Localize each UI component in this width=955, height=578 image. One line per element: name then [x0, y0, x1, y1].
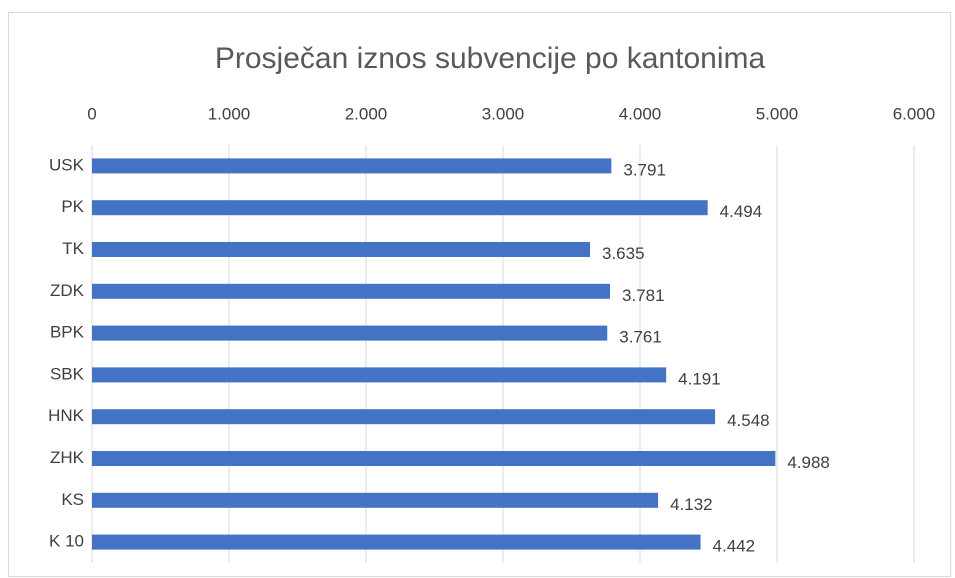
y-tick-label: HNK — [48, 406, 85, 425]
bar — [92, 200, 708, 216]
y-tick-label: TK — [62, 239, 84, 258]
value-label: 4.442 — [713, 537, 756, 556]
value-label: 3.781 — [622, 286, 665, 305]
x-tick-label: 6.000 — [893, 104, 936, 123]
y-tick-label: ZDK — [50, 281, 85, 300]
x-tick-label: 1.000 — [208, 104, 251, 123]
bar — [92, 283, 610, 299]
bar — [92, 242, 590, 257]
y-tick-label: ZHK — [50, 448, 85, 467]
x-tick-label: 5.000 — [756, 104, 799, 123]
value-label: 3.761 — [619, 328, 662, 347]
chart-title: Prosječan iznos subvencije po kantonima — [215, 42, 766, 75]
bar — [92, 158, 612, 174]
value-label: 4.988 — [787, 453, 830, 472]
x-tick-label: 2.000 — [345, 104, 388, 123]
x-tick-label: 4.000 — [619, 104, 662, 123]
bar — [92, 451, 776, 466]
value-label: 4.494 — [720, 202, 763, 221]
bar — [92, 534, 701, 550]
value-label: 4.191 — [678, 369, 721, 388]
value-label: 3.635 — [602, 244, 645, 263]
y-tick-label: USK — [49, 155, 85, 174]
value-label: 4.548 — [727, 411, 770, 430]
y-tick-label: K 10 — [49, 532, 84, 551]
y-tick-label: BPK — [50, 323, 85, 342]
y-tick-label: SBK — [50, 364, 85, 383]
bar — [92, 367, 667, 383]
x-tick-label: 3.000 — [482, 104, 525, 123]
value-label: 4.132 — [670, 495, 713, 514]
bar — [92, 409, 716, 425]
y-tick-label: PK — [61, 197, 84, 216]
x-tick-label: 0 — [87, 104, 96, 123]
bar — [92, 325, 608, 341]
y-tick-label: KS — [61, 490, 84, 509]
value-label: 3.791 — [623, 160, 666, 179]
bar — [92, 492, 659, 508]
